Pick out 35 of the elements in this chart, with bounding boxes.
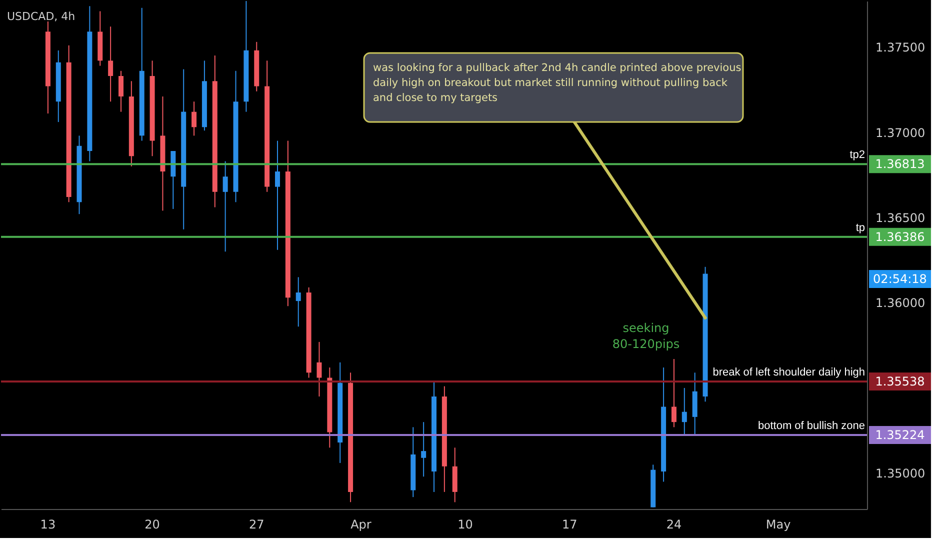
annotation: seeking 80-120pips — [612, 321, 680, 351]
x-tick-label: May — [766, 518, 791, 532]
text: 1.36386 — [875, 230, 925, 244]
candlestick — [296, 276, 301, 328]
candlestick — [682, 387, 687, 434]
candlestick — [108, 26, 114, 102]
text: USDCAD, 4h — [7, 10, 76, 23]
y-tick-label: 1.37500 — [876, 40, 926, 55]
text: 1.35538 — [875, 374, 925, 388]
candlestick — [192, 101, 197, 136]
x-tick-label: Apr — [350, 518, 372, 532]
candlestick — [222, 160, 228, 252]
annotation: was looking for a pullback after 2nd 4h candle printed above previous daily high on breakout but market still running without pulling back and close to my targets — [373, 62, 742, 104]
text: 1.36813 — [875, 157, 925, 172]
ref-line-label: tp — [856, 222, 865, 234]
ref-line-label: tp2 — [850, 149, 865, 162]
x-tick-label: 20 — [144, 518, 160, 532]
x-tick-label: 24 — [666, 518, 682, 532]
candlestick — [421, 422, 426, 478]
candlestick — [671, 358, 676, 428]
y-tick-label: 1.36500 — [876, 210, 926, 225]
x-tick-label: 10 — [458, 518, 473, 532]
candlestick — [316, 341, 322, 397]
text: 1.35224 — [875, 428, 925, 442]
y-tick-label: 1.35000 — [876, 466, 926, 481]
x-tick-label: 27 — [248, 518, 264, 532]
y-tick-label: 1.36000 — [876, 296, 926, 310]
candlestick — [274, 140, 280, 250]
y-tick-label: 1.37000 — [876, 126, 926, 140]
candlestick — [118, 70, 124, 112]
ref-line-label: bottom of bullish zone — [758, 420, 865, 432]
text: 02:54:18 — [873, 272, 927, 286]
ref-line-label: break of left shoulder daily high — [712, 366, 865, 378]
x-tick-label: 13 — [40, 518, 56, 532]
x-tick-label: 17 — [562, 518, 578, 532]
